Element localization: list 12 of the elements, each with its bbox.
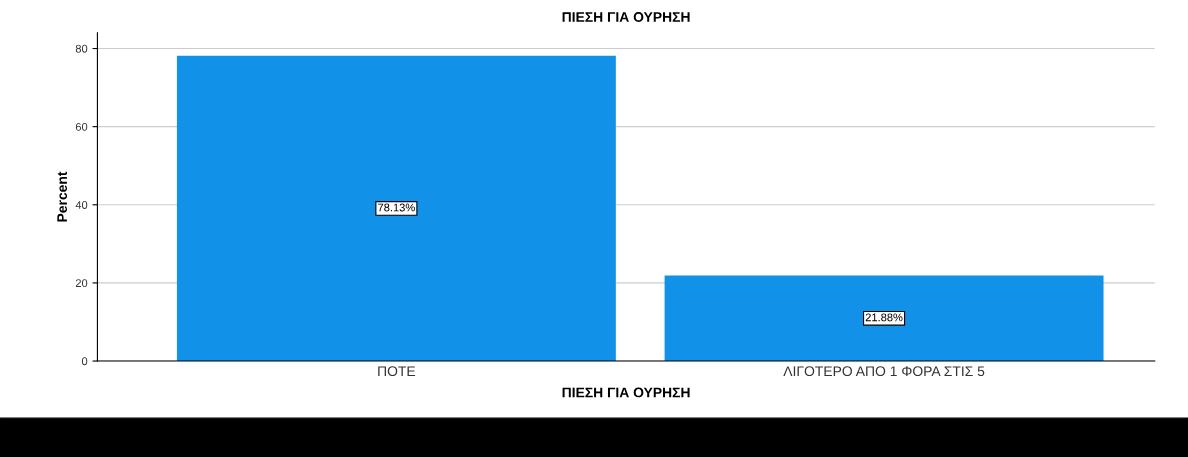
y-tick-label: 60 bbox=[75, 122, 88, 131]
y-tick-label: 40 bbox=[75, 201, 88, 209]
x-tick-label: ΠΟΤΕ bbox=[378, 366, 416, 377]
data-label: 21.88% bbox=[865, 313, 903, 322]
chart-title: ΠΙΕΣΗ ΓΙΑ ΟΥΡΗΣΗ bbox=[562, 12, 690, 22]
y-tick-label: 20 bbox=[75, 279, 88, 288]
x-axis-title: ΠΙΕΣΗ ΓΙΑ ΟΥΡΗΣΗ bbox=[562, 387, 690, 398]
data-label: 78.13% bbox=[378, 203, 415, 212]
x-tick-label: ΛΙΓΟΤΕΡΟ ΑΠΟ 1 ΦΟΡΑ ΣΤΙΣ 5 bbox=[783, 366, 985, 377]
y-axis-title: Percent bbox=[57, 171, 68, 222]
y-tick-label: 0 bbox=[81, 357, 88, 366]
y-tick-label: 80 bbox=[75, 44, 88, 53]
